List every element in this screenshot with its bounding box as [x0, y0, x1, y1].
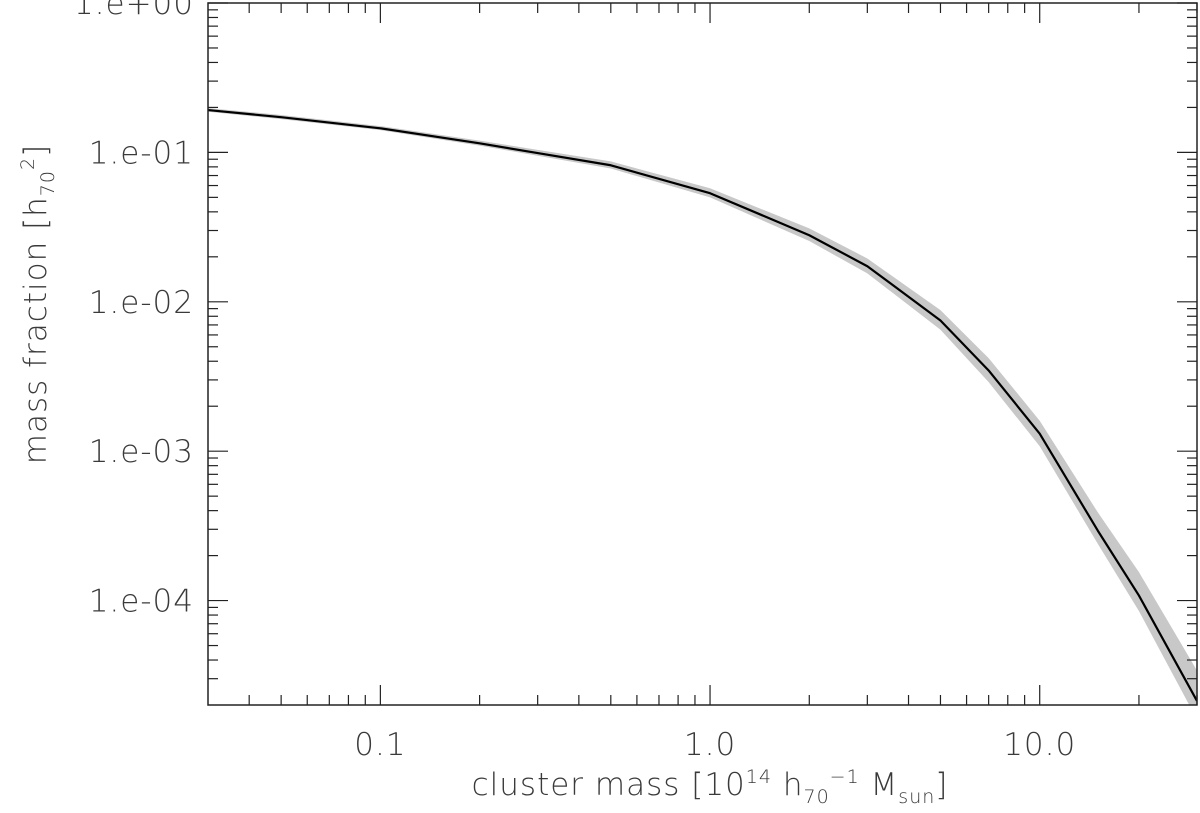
label-part: M	[860, 767, 899, 803]
label-part: h	[772, 767, 804, 803]
y-tick-label: 1.e-03	[89, 434, 194, 470]
x-tick-label: 1.0	[684, 727, 736, 763]
x-tick-label: 0.1	[354, 727, 406, 763]
y-tick-label: 1.e-04	[89, 584, 194, 620]
label-part: 2	[17, 157, 39, 170]
uncertainty-band	[208, 108, 1197, 705]
label-part: ]	[18, 144, 54, 157]
label-part: 70	[37, 170, 59, 196]
label-part: 14	[746, 766, 772, 788]
label-part: 70	[803, 786, 829, 808]
label-part: ]	[935, 767, 948, 803]
y-tick-label: 1.e-01	[89, 135, 194, 171]
x-tick-label: 10.0	[1003, 727, 1076, 763]
y-tick-label: 1.e-02	[89, 285, 194, 321]
label-part: cluster mass [10	[472, 767, 746, 803]
label-part: sun	[898, 786, 935, 808]
data-line	[208, 108, 1197, 702]
plot-frame	[207, 2, 1198, 706]
y-axis-label: mass fraction [h702]	[17, 144, 59, 464]
y-tick-label: 1.e+00	[74, 0, 194, 22]
label-part: −1	[830, 766, 860, 788]
x-axis-label: cluster mass [1014 h70−1 Msun]	[472, 766, 949, 808]
label-part: mass fraction [h	[18, 196, 54, 464]
